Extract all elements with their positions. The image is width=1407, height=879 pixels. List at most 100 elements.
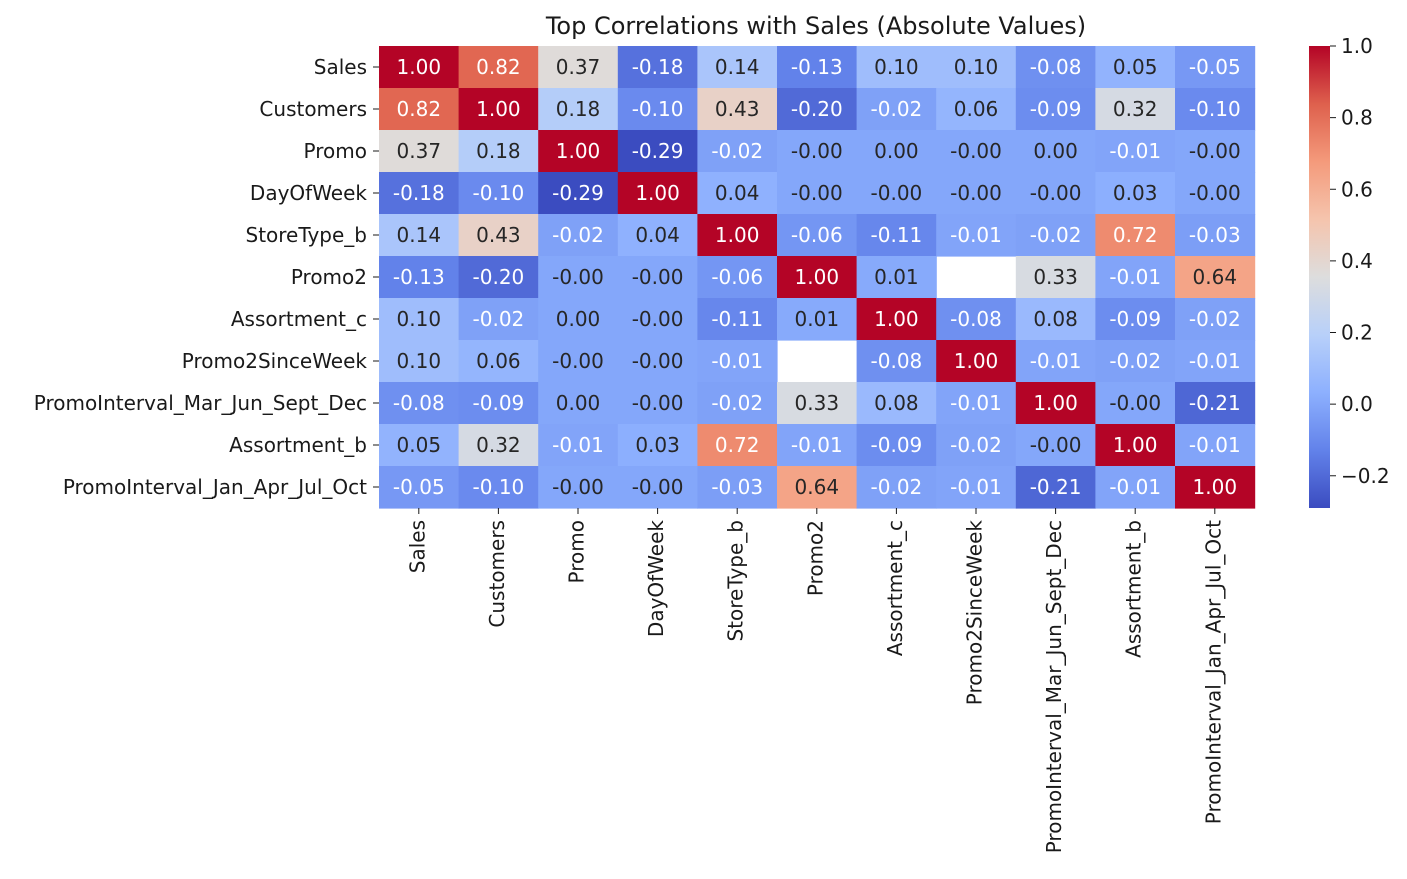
row-tick-label: Promo2SinceWeek [182,349,368,373]
heatmap-cell-label: -0.00 [632,307,684,331]
heatmap-cell-label: 0.05 [1113,55,1158,79]
heatmap-cell [458,46,539,89]
heatmap-cell [1015,46,1096,89]
col-tick-label: Promo [565,520,589,583]
colorbar-gradient [1309,46,1330,508]
colorbar-tick-label: 1.0 [1341,34,1373,58]
heatmap-cell [458,172,539,215]
heatmap-cell [538,130,619,173]
heatmap-cell [538,214,619,257]
heatmap-cell [856,466,937,509]
heatmap-cell [379,214,460,257]
heatmap-cell [379,298,460,341]
heatmap-cell-label: -0.05 [1189,55,1241,79]
heatmap-cell-label: -0.01 [1109,265,1161,289]
heatmap-cell-label: 0.14 [715,55,760,79]
heatmap-cell [538,424,619,467]
heatmap-cell-label: -0.02 [871,475,923,499]
row-tick-label: Assortment_c [231,307,367,331]
heatmap-cell [617,298,698,341]
col-tick-label: Promo2 [803,520,827,596]
heatmap-cell [538,382,619,425]
heatmap-cell-label: 0.04 [715,181,760,205]
row-tick-label: StoreType_b [246,223,368,247]
heatmap-cell [458,130,539,173]
heatmap-cell-label: -0.08 [950,307,1002,331]
heatmap-cell-label: -0.00 [552,349,604,373]
heatmap-cell [617,214,698,257]
heatmap-cell-label: 0.18 [476,139,521,163]
heatmap-cell [617,256,698,299]
col-tick-labels: Sales Customers Promo DayOfWeek StoreType_b P… [405,508,1225,853]
heatmap-cell [1095,256,1176,299]
heatmap-cell [1175,466,1256,509]
heatmap-cell [856,88,937,131]
heatmap-cell [458,88,539,131]
heatmap-cell-label: 0.33 [1033,265,1078,289]
heatmap-cell [697,424,778,467]
heatmap-cell [1015,466,1096,509]
heatmap-cell-label: 0.05 [397,433,442,457]
heatmap-cell-label: -0.02 [1030,223,1082,247]
heatmap-cell [1015,298,1096,341]
heatmap-cell-label: 0.43 [715,97,760,121]
heatmap-cell-label: -0.02 [1189,307,1241,331]
heatmap-cell [1095,88,1176,131]
heatmap-cell [617,340,698,383]
heatmap-cell-label: -0.10 [473,181,525,205]
heatmap-cell [458,256,539,299]
heatmap-cell-label: -0.11 [871,223,923,247]
heatmap-cell-label: -0.01 [711,349,763,373]
heatmap-cell-label: 0.72 [715,433,760,457]
heatmap-cell-label: -0.10 [473,475,525,499]
heatmap-cell-label: -0.29 [632,139,684,163]
heatmap-cell [936,466,1017,509]
heatmap-cell [856,130,937,173]
heatmap-cell [1175,256,1256,299]
col-tick-label: Assortment_c [883,520,907,656]
heatmap-cell [458,298,539,341]
heatmap-cell-label: 0.03 [635,433,680,457]
heatmap-cell-label: -0.01 [552,433,604,457]
colorbar-tick-label: 0.0 [1341,392,1373,416]
row-tick-label: PromoInterval_Jan_Apr_Jul_Oct [63,475,367,499]
heatmap-cell [617,46,698,89]
heatmap-cell [1095,46,1176,89]
heatmap-cell [458,214,539,257]
heatmap-cell-label: 0.00 [556,391,601,415]
heatmap-cell [538,46,619,89]
row-tick-label: Sales [314,55,367,79]
heatmap-cell [777,172,858,215]
heatmap-cell [936,382,1017,425]
heatmap-cell [1095,382,1176,425]
heatmap-cell-label: -0.18 [632,55,684,79]
heatmap-cell-label: 1.00 [874,307,919,331]
heatmap-cell [538,298,619,341]
heatmap-cell-label: 0.37 [397,139,442,163]
heatmap-cell [697,382,778,425]
heatmap-cell [777,214,858,257]
heatmap-cell-label: -0.18 [393,181,445,205]
heatmap-cell-label: -0.02 [473,307,525,331]
heatmap-cell [777,88,858,131]
heatmap-cell [777,382,858,425]
heatmap-cell [697,46,778,89]
heatmap-cell-label: 0.06 [476,349,521,373]
heatmap-cell [1015,172,1096,215]
col-tick-label: StoreType_b [724,520,748,642]
heatmap-cell [458,424,539,467]
heatmap-cell-label: 0.32 [476,433,521,457]
col-tick-label: PromoInterval_Mar_Jun_Sept_Dec [1042,520,1066,853]
heatmap-cell-label: -0.02 [1109,349,1161,373]
heatmap-cell-label: -0.20 [791,97,843,121]
heatmap-cell [697,214,778,257]
heatmap-cell-label: -0.05 [393,475,445,499]
heatmap-cell [697,466,778,509]
heatmap-cell [379,382,460,425]
heatmap-cell-label: -0.00 [552,475,604,499]
colorbar: 1.0 0.8 0.6 0.4 0.2 0.0 −0.2 [1309,34,1390,508]
heatmap-cell-label: -0.02 [711,391,763,415]
heatmap-cell-label: 1.00 [1033,391,1078,415]
heatmap-cell-label: -0.20 [473,265,525,289]
heatmap-cell-label: -0.08 [393,391,445,415]
